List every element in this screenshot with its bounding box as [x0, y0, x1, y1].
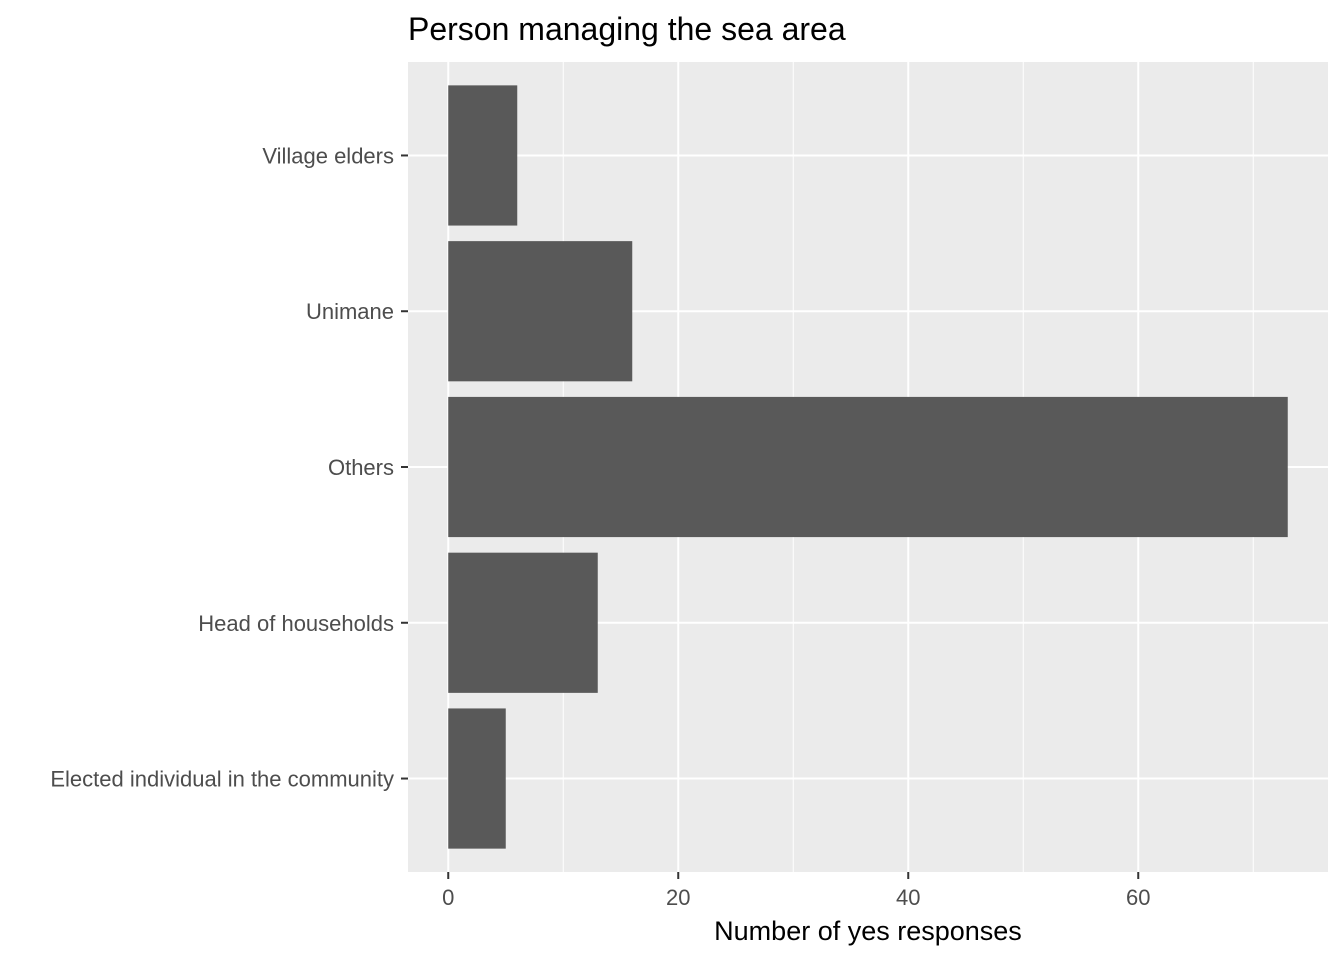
bar-4: [448, 552, 598, 693]
y-tick-label: Head of households: [198, 611, 394, 636]
y-tick-label: Others: [328, 455, 394, 480]
x-tick-label: 20: [666, 885, 690, 910]
y-tick-label: Village elders: [262, 143, 394, 168]
x-tick-label: 60: [1126, 885, 1150, 910]
y-tick-label: Elected individual in the community: [50, 767, 394, 792]
bar-5: [448, 708, 506, 849]
y-axis: Village elders Unimane Others Head of house…: [50, 143, 408, 792]
bars: [448, 85, 1288, 849]
y-tick-label: Unimane: [306, 299, 394, 324]
x-axis-label: Number of yes responses: [714, 916, 1022, 946]
x-axis: 0 20 40 60: [442, 872, 1150, 910]
bar-2: [448, 241, 633, 382]
bar-3: [448, 396, 1288, 538]
chart-title: Person managing the sea area: [408, 11, 846, 47]
x-tick-label: 0: [442, 885, 454, 910]
bar-1: [448, 85, 518, 226]
x-tick-label: 40: [896, 885, 920, 910]
